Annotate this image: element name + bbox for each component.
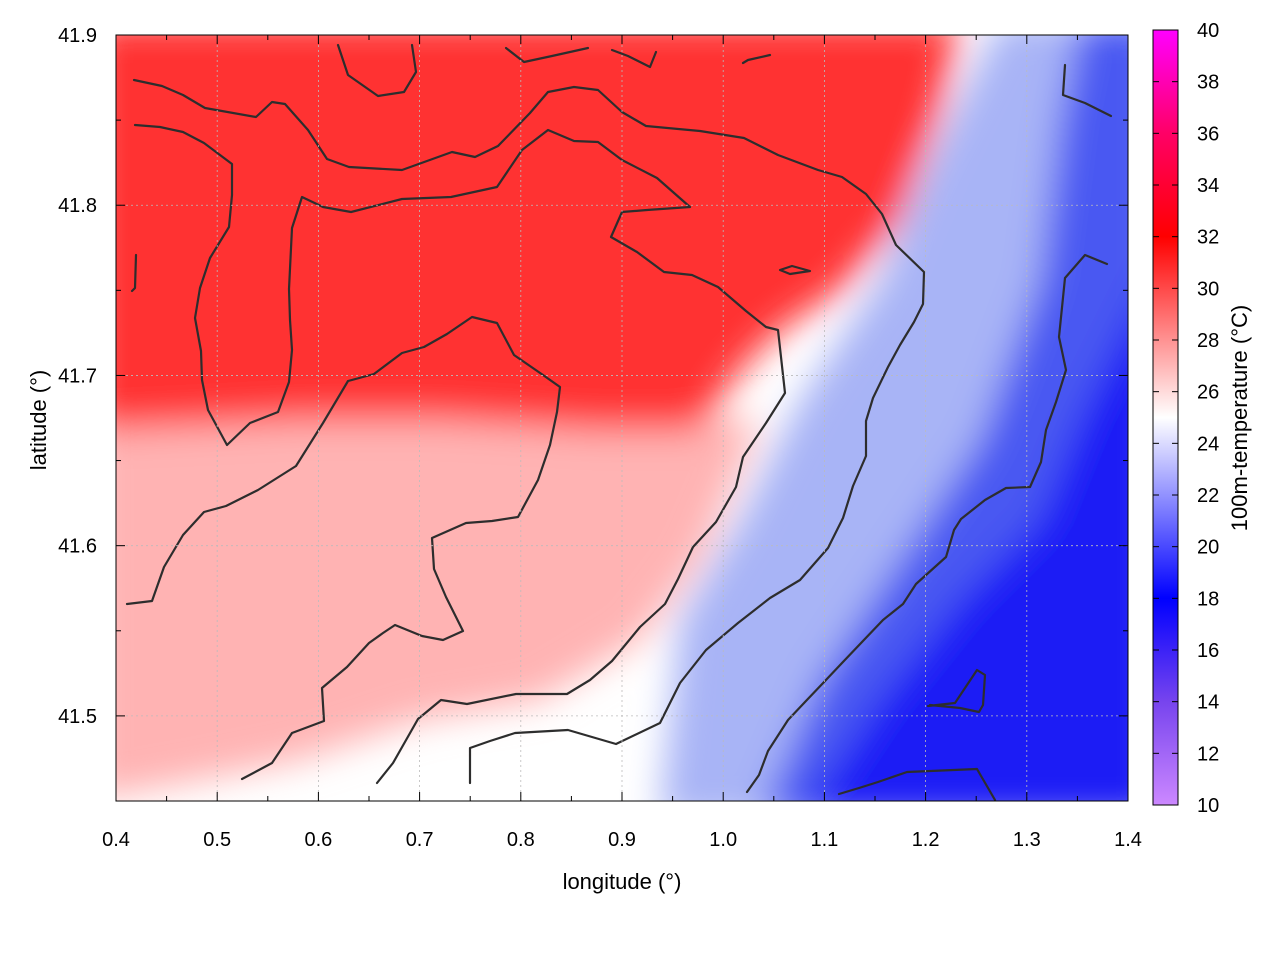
contour-line xyxy=(133,123,787,785)
y-tick-label: 41.8 xyxy=(58,195,97,217)
contour-line xyxy=(926,668,987,714)
contour-line xyxy=(778,264,812,276)
colorbar-tick-label: 32 xyxy=(1197,227,1219,249)
contour-line xyxy=(125,315,562,781)
colorbar-tick-label: 24 xyxy=(1197,433,1219,455)
colorbar-tick-label: 16 xyxy=(1197,640,1219,662)
colorbar-tick-label: 14 xyxy=(1197,692,1219,714)
x-tick-label: 0.7 xyxy=(406,829,434,851)
colorbar-ticks: 10 12 14 16 18 20 22 24 26 28 30 32 34 36 38 40 xyxy=(1153,20,1219,817)
contour-line xyxy=(336,43,418,98)
axis-ticks xyxy=(115,34,1129,802)
contour-lines xyxy=(125,43,1113,801)
colorbar-tick-label: 28 xyxy=(1197,330,1219,352)
contour-line xyxy=(130,253,138,293)
x-tick-label: 1.0 xyxy=(709,829,737,851)
contour-line xyxy=(1061,63,1113,118)
heatmap-field xyxy=(116,35,1128,801)
colorbar-tick-label: 20 xyxy=(1197,537,1219,559)
x-axis-title: longitude (°) xyxy=(563,869,682,894)
contour-line xyxy=(745,253,1109,794)
x-tick-label: 0.5 xyxy=(203,829,231,851)
colorbar-tick-label: 22 xyxy=(1197,485,1219,507)
x-tick-label: 0.9 xyxy=(608,829,636,851)
y-tick-labels: 41.5 41.6 41.7 41.8 41.9 xyxy=(58,25,97,728)
colorbar-tick-label: 10 xyxy=(1197,795,1219,817)
contour-line xyxy=(132,78,926,785)
x-tick-label: 1.4 xyxy=(1114,829,1142,851)
region-warm-lowland xyxy=(116,382,760,796)
y-tick-label: 41.5 xyxy=(58,706,97,728)
colorbar-tick-label: 36 xyxy=(1197,123,1219,145)
x-tick-label: 1.1 xyxy=(810,829,838,851)
colorbar-tick-label: 30 xyxy=(1197,278,1219,300)
x-tick-label: 1.3 xyxy=(1013,829,1041,851)
x-tick-label: 0.4 xyxy=(102,829,130,851)
colorbar-title: 100m-temperature (°C) xyxy=(1227,305,1252,531)
x-tick-label: 1.2 xyxy=(912,829,940,851)
contour-line xyxy=(837,767,997,801)
y-tick-label: 41.9 xyxy=(58,25,97,47)
colorbar-tick-label: 38 xyxy=(1197,72,1219,94)
colorbar-tick-label: 26 xyxy=(1197,382,1219,404)
contour-line xyxy=(741,53,772,65)
colorbar-tick-label: 12 xyxy=(1197,743,1219,765)
x-tick-label: 0.8 xyxy=(507,829,535,851)
y-tick-label: 41.7 xyxy=(58,365,97,387)
x-tick-labels: 0.4 0.5 0.6 0.7 0.8 0.9 1.0 1.1 1.2 1.3 1.4 xyxy=(102,829,1142,851)
x-tick-label: 0.6 xyxy=(304,829,332,851)
colorbar-tick-label: 18 xyxy=(1197,588,1219,610)
region-hot-plateau xyxy=(116,35,957,430)
y-tick-label: 41.6 xyxy=(58,536,97,558)
contour-line xyxy=(504,46,590,64)
y-axis-title: latitude (°) xyxy=(26,370,51,471)
region-coldest xyxy=(812,324,1128,801)
colorbar-tick-label: 34 xyxy=(1197,175,1219,197)
contour-line xyxy=(610,48,658,69)
colorbar-tick-label: 40 xyxy=(1197,20,1219,42)
colorbar xyxy=(1152,29,1179,806)
